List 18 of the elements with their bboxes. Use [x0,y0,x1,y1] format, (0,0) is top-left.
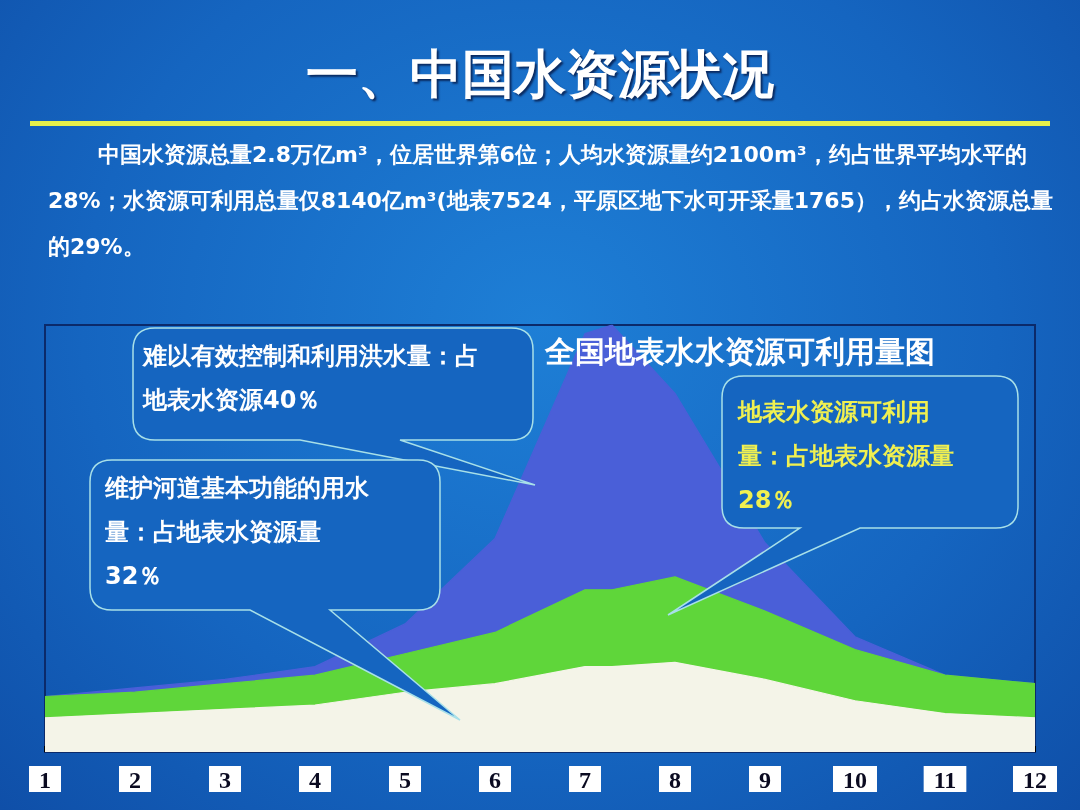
x-tick-label: 2 [129,767,141,793]
x-tick-label: 6 [489,767,501,793]
annotation: 地表水资源可利用量：占地表水资源量28％ [738,397,955,516]
x-tick-label: 9 [759,767,771,793]
x-tick-label: 10 [843,767,867,793]
x-tick-label: 12 [1023,767,1047,793]
x-tick-label: 8 [669,767,681,793]
x-tick-label: 7 [579,767,591,793]
annotation: 维护河道基本功能的用水量：占地表水资源量32％ [105,473,370,592]
x-tick-label: 1 [39,767,51,793]
x-tick-label: 5 [399,767,411,793]
x-tick-label: 11 [933,767,957,793]
chart-title: 一、中国水资源状况 [305,43,775,106]
annotation: 难以有效控制和利用洪水量：占地表水资源40％ [143,341,480,416]
x-tick-label: 3 [219,767,231,793]
chart-subtitle: 中国水资源总量2.8万亿m³，位居世界第6位；人均水资源量约2100m³，约占世界平均水平的28%；水资源可利用总量仅8140亿m³(地表7524，平原区地下水可开采量1765），约占水资源总量的29%。 [48,141,1054,261]
annotation: 全国地表水水资源可利用量图 [545,333,936,371]
x-tick-label: 4 [309,767,321,793]
